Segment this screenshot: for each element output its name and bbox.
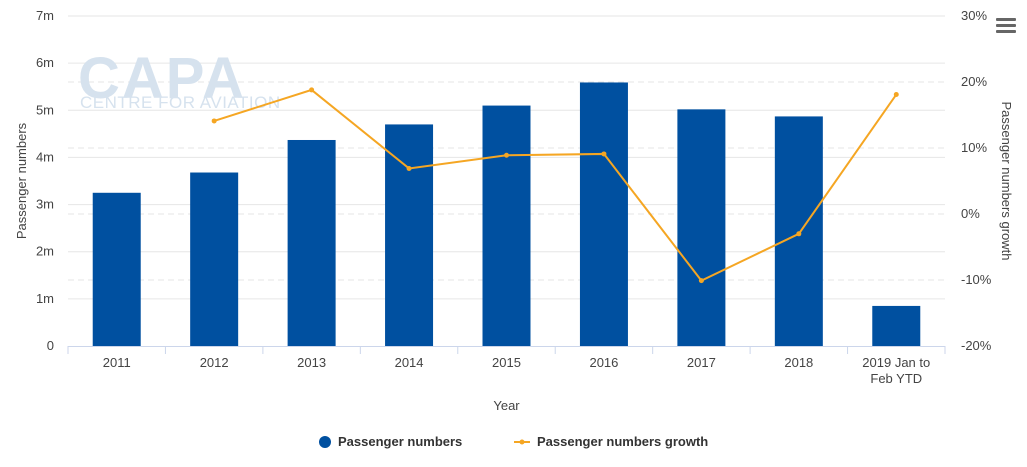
legend-line-marker (519, 439, 525, 445)
y2-axis-title: Passenger numbers growth (999, 102, 1014, 261)
x-tick-label: 2011 (103, 355, 131, 370)
y-tick-label: 6m (36, 55, 54, 70)
y-tick-label: 3m (36, 197, 54, 212)
line-point (504, 152, 509, 158)
y2-tick-label: -20% (961, 338, 992, 353)
y2-tick-label: 30% (961, 8, 987, 23)
bar (579, 82, 628, 346)
bar (677, 109, 726, 346)
x-tick-label: 2017 (687, 355, 716, 370)
growth-line (213, 88, 898, 282)
x-tick-label: 2018 (784, 355, 813, 370)
bar (482, 105, 531, 346)
bar (385, 124, 434, 346)
legend-bar-symbol (319, 436, 331, 448)
bar (774, 116, 823, 347)
bar (872, 305, 921, 346)
y-axis-left: 0 1m 2m 3m 4m 5m 6m 7m (36, 8, 54, 353)
x-tick-label: 2014 (395, 355, 424, 370)
watermark-main: CAPA (78, 46, 246, 111)
y2-tick-label: -10% (961, 272, 992, 287)
y-tick-label: 4m (36, 149, 54, 164)
x-tick-label: 2012 (200, 355, 229, 370)
bar (190, 172, 239, 346)
hamburger-menu-icon[interactable] (996, 18, 1016, 36)
legend-label-line: Passenger numbers growth (537, 434, 708, 449)
x-tick-label: 2015 (492, 355, 521, 370)
x-axis: 2011 2012 2013 2014 2015 2016 2017 2018 2019 Jan… (67, 346, 946, 386)
y-tick-label: 0 (47, 338, 54, 353)
legend: Passenger numbers Passenger numbers growt… (319, 434, 708, 449)
y2-tick-label: 0% (961, 206, 980, 221)
x-tick-label: 2016 (589, 355, 618, 370)
legend-label-bar: Passenger numbers (338, 434, 462, 449)
y-axis-right: -20% -10% 0% 10% 20% 30% (961, 8, 992, 353)
y-tick-label: 5m (36, 102, 54, 117)
line-point (698, 278, 704, 284)
bar-series (92, 82, 921, 347)
bar (287, 139, 336, 346)
y-axis-title: Passenger numbers (14, 122, 29, 239)
x-tick-label: 2013 (297, 355, 326, 370)
y2-tick-label: 20% (961, 74, 987, 89)
line-series (211, 87, 899, 284)
line-point (309, 87, 315, 93)
y-tick-label: 1m (36, 291, 54, 306)
watermark-sub: CENTRE FOR AVIATION (80, 93, 281, 112)
line-point (211, 118, 217, 124)
line-point (893, 92, 899, 98)
bar (92, 192, 141, 346)
y-tick-label: 2m (36, 244, 54, 259)
x-tick-label: 2019 Jan to Feb YTD (862, 355, 930, 386)
y2-tick-label: 10% (961, 140, 987, 155)
x-axis-title: Year (493, 398, 520, 413)
line-point (796, 231, 802, 237)
line-point (406, 165, 412, 171)
capa-watermark-logo: CAPA CENTRE FOR AVIATION (78, 46, 281, 112)
line-point (601, 151, 607, 157)
y-tick-label: 7m (36, 8, 54, 23)
